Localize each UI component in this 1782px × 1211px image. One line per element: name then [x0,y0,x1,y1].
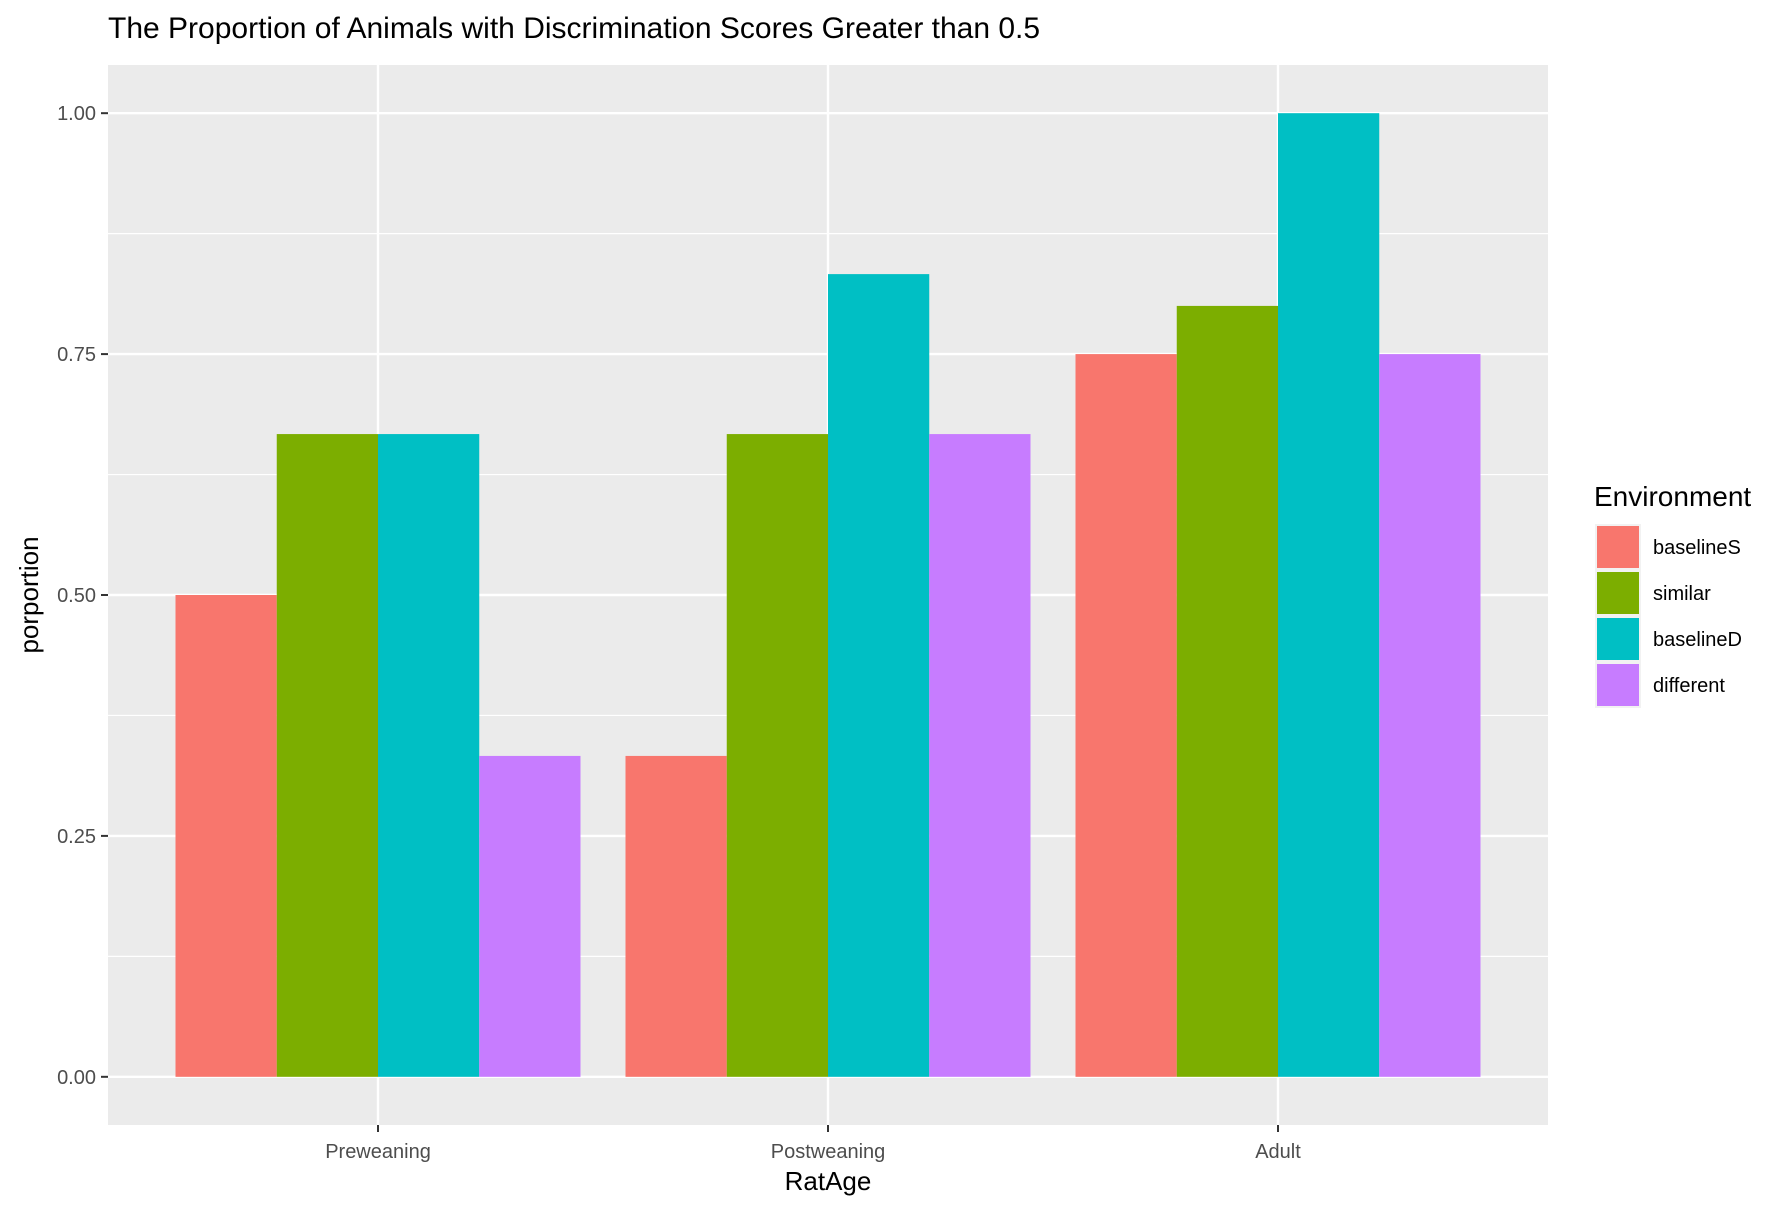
bar-baselineD-Adult [1278,113,1380,1077]
legend-items: baselineS similar baselineD different [1595,524,1742,708]
x-axis-label: RatAge [785,1166,872,1196]
y-tick-label: 0.25 [57,826,96,848]
legend-key-baselineD [1597,618,1639,660]
bar-similar-Preweaning [276,434,378,1077]
bar-baselineD-Postweaning [828,274,930,1077]
legend: Environment baselineS similar baselineD dif… [1594,481,1751,708]
x-tick-label: Preweaning [325,1141,431,1163]
bar-different-Preweaning [479,755,581,1077]
legend-label-different: different [1653,675,1725,697]
legend-key-similar [1597,572,1639,614]
bar-baselineS-Preweaning [175,595,277,1077]
legend-key-different [1597,664,1639,706]
y-tick-label: 0.75 [57,344,96,366]
bars [175,113,1481,1077]
bar-baselineD-Preweaning [378,434,480,1077]
bar-baselineS-Adult [1075,354,1177,1077]
bar-baselineS-Postweaning [625,755,727,1077]
bar-similar-Adult [1176,305,1278,1077]
legend-label-baselineD: baselineD [1653,629,1742,651]
bar-different-Postweaning [929,434,1031,1077]
y-tick-label: 1.00 [57,103,96,125]
y-tick-label: 0.00 [57,1067,96,1089]
bar-similar-Postweaning [726,434,828,1077]
legend-title: Environment [1594,481,1751,512]
y-axis-label: porportion [14,536,44,653]
y-tick-label: 0.50 [57,585,96,607]
y-axis: 0.00 0.25 0.50 0.75 1.00 [57,103,108,1089]
bar-different-Adult [1379,354,1481,1077]
chart-title: The Proportion of Animals with Discrimin… [108,12,1040,45]
legend-key-baselineS [1597,526,1639,568]
legend-label-similar: similar [1653,583,1711,605]
x-axis: Preweaning Postweaning Adult [325,1125,1301,1163]
legend-label-baselineS: baselineS [1653,537,1741,559]
x-tick-label: Adult [1255,1141,1301,1163]
x-tick-label: Postweaning [771,1141,886,1163]
